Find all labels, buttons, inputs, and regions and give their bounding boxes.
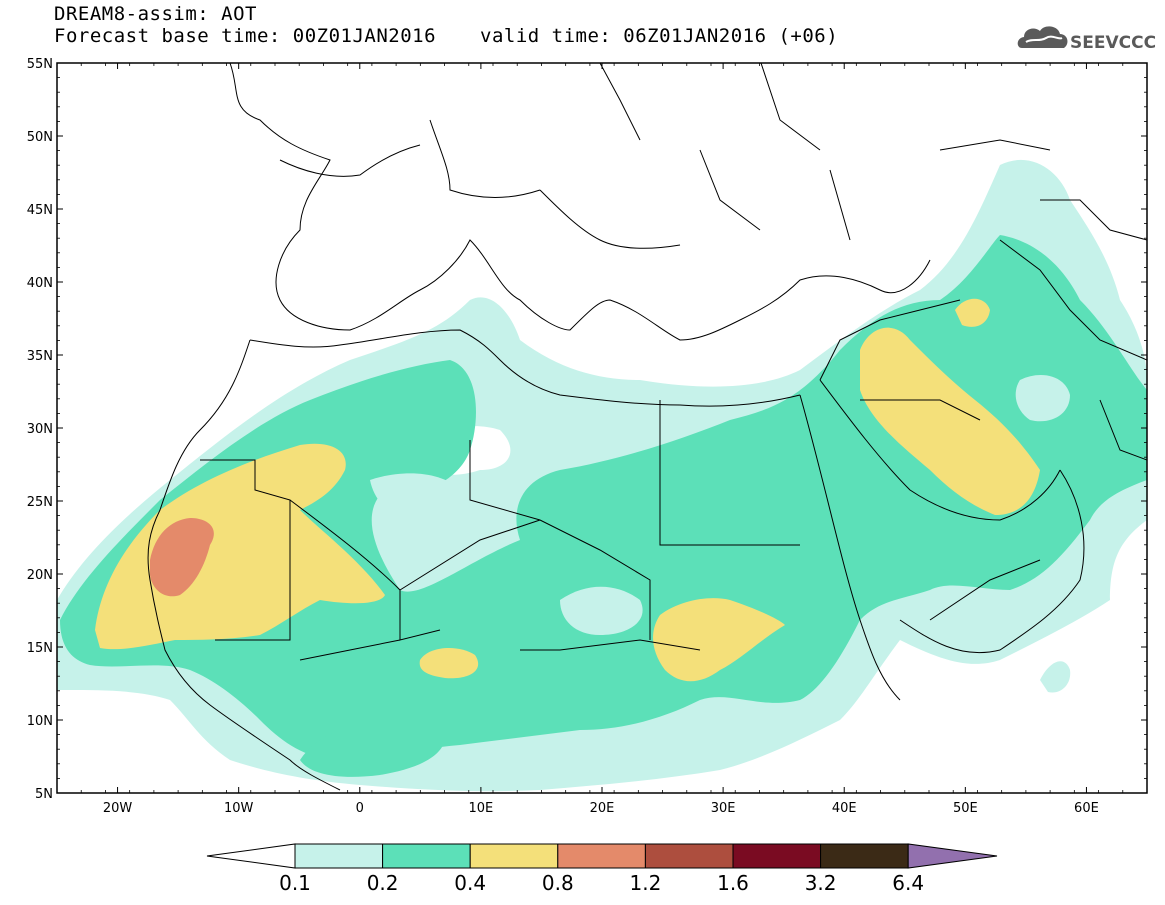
forecast-base-time: Forecast base time: 00Z01JAN2016 <box>54 25 437 47</box>
longitude-axis: 20W 10W 0 10E 20E 30E 40E 50E 60E <box>56 63 1148 816</box>
logo-text: SEEVCCC <box>1070 33 1156 53</box>
country-borders <box>147 63 1147 791</box>
lat-label: 25N <box>27 495 53 510</box>
colorbar-segment <box>644 843 734 869</box>
cloud-icon <box>1017 26 1068 48</box>
seevccc-logo: SEEVCCC <box>1017 26 1156 53</box>
valid-time: valid time: 06Z01JAN2016 (+06) <box>480 25 839 47</box>
aot-field-0.4 <box>95 443 385 650</box>
map-area <box>56 62 1148 794</box>
colorbar-left-arrow <box>206 843 296 869</box>
colorbar-segment <box>557 843 646 869</box>
aot-contour-fields <box>57 159 1147 792</box>
lat-label: 15N <box>27 641 53 656</box>
lon-label: 0 <box>356 801 364 816</box>
colorbar-label: 1.6 <box>717 871 749 895</box>
lat-label: 30N <box>27 422 53 437</box>
colorbar-segment <box>820 843 909 869</box>
colorbar-segment <box>294 843 384 869</box>
colorbar-segment <box>469 843 559 869</box>
lat-label: 50N <box>27 130 53 145</box>
lon-label: 40E <box>832 801 857 816</box>
lat-label: 35N <box>27 349 53 364</box>
colorbar-segment <box>732 843 822 869</box>
colorbar-label: 1.2 <box>629 871 661 895</box>
lat-label: 10N <box>27 714 53 729</box>
lon-label: 60E <box>1074 801 1099 816</box>
colorbar-right-arrow <box>907 843 998 869</box>
colorbar-label: 0.4 <box>454 871 486 895</box>
lat-label: 20N <box>27 568 53 583</box>
lon-label: 10E <box>469 801 494 816</box>
lon-label: 20E <box>590 801 615 816</box>
colorbar-label: 0.8 <box>542 871 574 895</box>
aot-field-0.8 <box>150 518 214 597</box>
lon-label: 30E <box>711 801 736 816</box>
lat-label: 55N <box>27 57 53 72</box>
lat-label: 5N <box>35 787 53 802</box>
colorbar-label: 6.4 <box>892 871 924 895</box>
colorbar: 0.1 0.2 0.4 0.8 1.2 1.6 3.2 6.4 <box>206 843 998 895</box>
latitude-axis: 55N 50N 45N 40N 35N 30N 25N 20N 15N 10N 5N <box>27 57 1147 802</box>
colorbar-label: 3.2 <box>805 871 837 895</box>
lat-label: 45N <box>27 203 53 218</box>
map-title: DREAM8-assim: AOT <box>54 3 257 25</box>
lon-label: 10W <box>224 801 254 816</box>
lat-label: 40N <box>27 276 53 291</box>
lon-label: 50E <box>953 801 978 816</box>
colorbar-label: 0.1 <box>279 871 311 895</box>
colorbar-segment <box>382 843 471 869</box>
colorbar-label: 0.2 <box>367 871 399 895</box>
lon-label: 20W <box>103 801 133 816</box>
